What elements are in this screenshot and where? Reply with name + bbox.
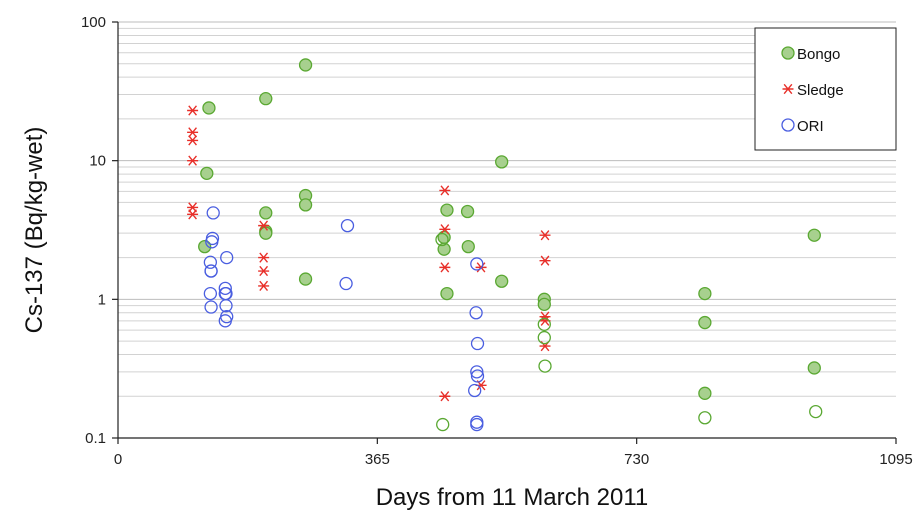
x-axis-title: Days from 11 March 2011 (376, 484, 649, 511)
data-point-bongo-open (809, 404, 823, 419)
data-point-bongo-open (436, 417, 450, 432)
data-point-bongo (198, 239, 212, 254)
data-point-bongo (298, 58, 313, 72)
data-point-ori (204, 264, 218, 278)
data-point-sledge (187, 155, 199, 166)
data-point-bongo (259, 206, 273, 220)
data-point-sledge (439, 185, 451, 196)
data-point-bongo (698, 386, 712, 400)
data-point-bongo (298, 272, 313, 286)
data-point-bongo-open (538, 359, 552, 373)
legend-marker-sledge (782, 83, 794, 95)
data-point-ori (203, 286, 218, 301)
data-point-bongo (298, 198, 313, 212)
data-point-bongo (440, 286, 454, 301)
data-point-sledge (439, 391, 451, 402)
data-point-bongo (461, 239, 475, 254)
x-tick-label: 730 (624, 451, 649, 468)
data-point-ori (470, 257, 484, 271)
legend-label-bongo: Bongo (797, 46, 840, 63)
legend: Bongo Sledge ORI (754, 27, 897, 151)
data-point-bongo (200, 166, 214, 181)
legend-box (754, 27, 897, 151)
x-tick-label: 0 (114, 451, 122, 468)
data-point-ori (470, 365, 484, 379)
data-point-ori (470, 369, 485, 383)
data-point-ori (219, 299, 233, 313)
y-tick-label: 100 (81, 14, 106, 31)
data-point-bongo (202, 101, 216, 115)
y-tick-label: 0.1 (85, 430, 106, 447)
y-axis-title: Cs-137 (Bq/kg-wet) (21, 127, 48, 334)
data-point-ori (204, 300, 218, 314)
data-point-ori (470, 417, 484, 432)
y-tick-label: 10 (89, 153, 106, 170)
data-point-bongo (698, 286, 712, 301)
data-point-ori (206, 206, 220, 220)
data-point-sledge (439, 224, 451, 235)
data-point-sledge (258, 265, 270, 277)
data-point-bongo (460, 204, 475, 219)
data-points (187, 58, 823, 432)
data-point-bongo-open (537, 317, 551, 332)
data-point-sledge (258, 220, 270, 231)
data-point-sledge (258, 252, 270, 263)
axes (112, 21, 897, 444)
data-point-sledge (539, 230, 551, 241)
data-point-bongo (440, 203, 454, 217)
legend-label-sledge: Sledge (797, 82, 844, 99)
data-point-ori (203, 255, 218, 269)
data-point-bongo (807, 228, 821, 242)
data-point-sledge (187, 209, 199, 220)
data-point-sledge (258, 280, 270, 292)
y-tick-label: 1 (98, 291, 106, 308)
data-point-ori (469, 306, 483, 320)
data-point-bongo (537, 297, 551, 312)
legend-marker-ori (781, 118, 795, 132)
data-point-bongo (259, 92, 273, 106)
tick-labels: 0.1 1 10 100 0 365 730 1095 (81, 14, 913, 468)
data-point-ori (205, 235, 219, 249)
data-point-ori (218, 314, 232, 328)
data-point-sledge (187, 135, 199, 146)
legend-marker-bongo (781, 46, 795, 60)
x-tick-label: 1095 (879, 451, 912, 468)
data-point-bongo (698, 315, 712, 330)
data-point-ori (340, 218, 355, 233)
data-point-ori (220, 250, 234, 265)
data-point-bongo-open (435, 232, 449, 247)
data-point-ori (218, 281, 232, 296)
data-point-ori (468, 383, 482, 398)
data-point-bongo-open (698, 411, 712, 425)
data-point-sledge (187, 105, 199, 116)
data-point-sledge (539, 255, 551, 266)
x-tick-label: 365 (365, 451, 390, 468)
data-point-sledge (439, 262, 451, 273)
legend-label-ori: ORI (797, 118, 824, 135)
data-point-ori (339, 276, 353, 291)
data-point-bongo (495, 274, 509, 288)
data-point-bongo (495, 155, 509, 169)
data-point-bongo (437, 242, 451, 256)
data-point-ori (470, 336, 485, 351)
data-point-bongo (807, 361, 821, 375)
data-point-bongo-open (537, 330, 551, 345)
data-point-sledge (187, 127, 199, 138)
